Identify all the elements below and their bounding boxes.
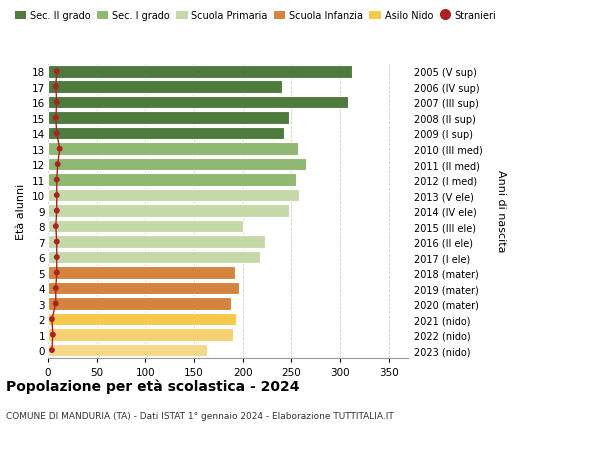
Legend: Sec. II grado, Sec. I grado, Scuola Primaria, Scuola Infanzia, Asilo Nido, Stran: Sec. II grado, Sec. I grado, Scuola Prim… <box>11 7 500 25</box>
Text: COMUNE DI MANDURIA (TA) - Dati ISTAT 1° gennaio 2024 - Elaborazione TUTTITALIA.I: COMUNE DI MANDURIA (TA) - Dati ISTAT 1° … <box>6 411 394 420</box>
Bar <box>48 128 284 140</box>
Point <box>51 285 61 292</box>
Bar <box>48 112 289 125</box>
Bar <box>48 282 239 295</box>
Point <box>51 84 61 91</box>
Point <box>51 300 61 308</box>
Point <box>52 68 62 76</box>
Point <box>52 177 62 184</box>
Bar <box>48 251 260 264</box>
Point <box>52 254 62 261</box>
Bar <box>48 96 347 109</box>
Point <box>52 269 62 277</box>
Point <box>51 115 61 122</box>
Text: Popolazione per età scolastica - 2024: Popolazione per età scolastica - 2024 <box>6 379 299 393</box>
Bar <box>48 236 265 248</box>
Bar <box>48 174 296 186</box>
Point <box>52 207 62 215</box>
Bar <box>48 66 352 78</box>
Bar <box>48 143 298 156</box>
Point <box>47 316 56 323</box>
Bar <box>48 329 233 341</box>
Y-axis label: Anni di nascita: Anni di nascita <box>496 170 506 252</box>
Point <box>55 146 64 153</box>
Bar <box>48 205 289 218</box>
Point <box>51 223 61 230</box>
Point <box>52 238 62 246</box>
Bar <box>48 220 242 233</box>
Point <box>47 347 56 354</box>
Point <box>52 99 62 106</box>
Bar <box>48 313 236 326</box>
Bar <box>48 190 299 202</box>
Bar <box>48 158 306 171</box>
Bar <box>48 267 235 280</box>
Bar <box>48 297 231 310</box>
Y-axis label: Età alunni: Età alunni <box>16 183 26 239</box>
Point <box>52 130 62 138</box>
Bar <box>48 81 283 94</box>
Point <box>53 161 62 168</box>
Bar <box>48 344 206 357</box>
Point <box>52 192 62 199</box>
Point <box>48 331 58 338</box>
